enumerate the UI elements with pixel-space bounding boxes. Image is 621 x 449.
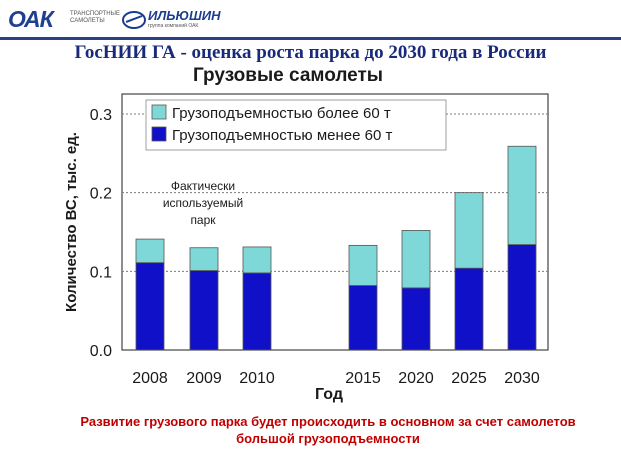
x-axis-label: Год [315,386,343,403]
legend-label: Грузоподъемностью менее 60 т [172,127,392,144]
uac-logo: ОАК ТРАНСПОРТНЫЕ САМОЛЕТЫ [8,6,120,34]
bar-segment-under-60t-2025 [454,267,484,351]
ilyushin-logo-text: ИЛЬЮШИН [148,8,221,23]
y-axis-label: Количество ВС, тыс. ед. [63,132,80,312]
legend-label: Грузоподъемностью более 60 т [172,105,391,122]
y-tick-label: 0.0 [90,343,112,360]
x-tick-label: 2020 [398,370,434,387]
bar-segment-under-60t-2015 [348,285,378,351]
x-tick-label: 2010 [239,370,275,387]
bar-segment-over-60t-2030 [507,145,537,245]
legend-swatch [151,126,167,142]
x-tick-label: 2009 [186,370,222,387]
slide-title: ГосНИИ ГА - оценка роста парка до 2030 г… [74,42,547,63]
ilyushin-logo: ИЛЬЮШИН группа компаний ОАК [122,6,232,34]
bar-segment-under-60t-2008 [135,262,165,351]
bar-segment-under-60t-2030 [507,244,537,351]
header: ОАК ТРАНСПОРТНЫЕ САМОЛЕТЫ ИЛЬЮШИН группа… [0,0,621,40]
chart-annotation: Фактически используемый парк [163,179,243,227]
bar-segment-under-60t-2010 [242,272,272,351]
bar-segment-over-60t-2008 [135,238,165,264]
y-tick-labels: 0.0 0.1 0.2 0.3 [90,107,112,360]
legend-box [145,99,447,151]
uac-logo-subtitle: ТРАНСПОРТНЫЕ САМОЛЕТЫ [70,11,120,24]
chart: Грузовые самолеты 0.00.10.20.3 2008 2009 2… [63,65,549,403]
footer-note: Развитие грузового парка будет происходи… [80,414,576,446]
bar-segment-over-60t-2015 [348,244,378,286]
legend: Грузоподъемностью более 60 т Грузоподъемн… [145,99,447,151]
bar-segment-over-60t-2025 [454,192,484,269]
y-tick-label: 0.2 [90,186,112,203]
bar-segment-over-60t-2009 [189,247,219,271]
bar-segment-under-60t-2020 [401,287,431,351]
uac-logo-mark: ОАК [8,6,54,32]
x-tick-label: 2008 [132,370,168,387]
chart-title: Грузовые самолеты [193,65,383,86]
x-tick-label: 2030 [504,370,540,387]
bar-segment-over-60t-2020 [401,230,431,289]
header-rule [0,37,621,40]
y-tick-label: 0.3 [90,107,112,124]
y-tick-label: 0.1 [90,264,112,281]
ilyushin-logo-subtitle: группа компаний ОАК [148,23,199,29]
legend-swatch [151,104,167,120]
x-tick-label: 2015 [345,370,381,387]
x-tick-labels: 2008 2009 2010 2015 2020 2025 2030 [132,370,540,387]
bars [135,145,537,351]
x-tick-label: 2025 [451,370,487,387]
bar-segment-over-60t-2010 [242,246,272,274]
bar-segment-under-60t-2009 [189,270,219,351]
ilyushin-emblem-icon [122,11,146,29]
